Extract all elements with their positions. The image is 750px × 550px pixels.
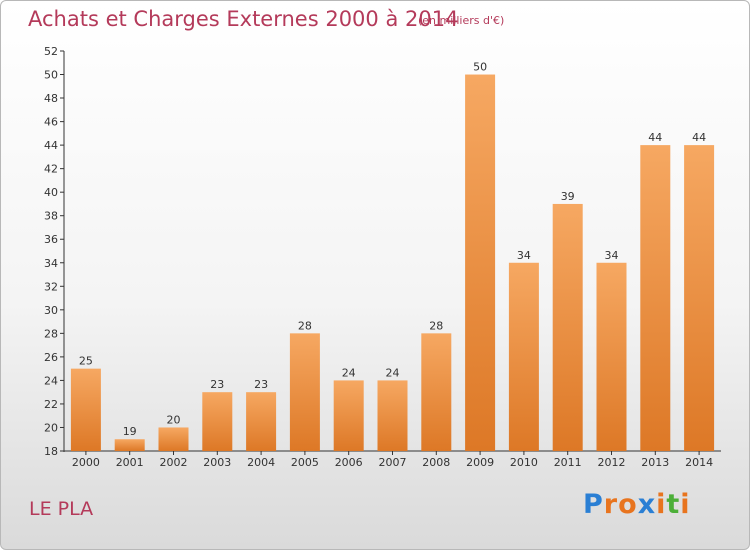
value-label: 44 <box>648 131 662 144</box>
bar-2012 <box>596 262 627 451</box>
y-tick-label: 34 <box>44 257 58 270</box>
x-tick-label: 2008 <box>422 456 450 469</box>
x-tick-label: 2001 <box>116 456 144 469</box>
x-tick-label: 2005 <box>291 456 319 469</box>
logo-letter: r <box>603 489 619 520</box>
value-label: 19 <box>123 425 137 438</box>
value-label: 24 <box>386 366 400 379</box>
chart-axes: 18 20 22 24 26 28 30 32 34 36 38 40 42 44 46 48 50 52 <box>44 45 721 458</box>
logo-letter: P <box>583 489 604 520</box>
bar-2000 <box>70 368 101 451</box>
y-tick-label: 40 <box>44 186 58 199</box>
x-tick-label: 2006 <box>335 456 363 469</box>
value-label: 44 <box>692 131 706 144</box>
value-label: 23 <box>254 378 268 391</box>
x-tick-label: 2013 <box>641 456 669 469</box>
value-label: 50 <box>473 61 487 74</box>
y-tick-label: 22 <box>44 398 58 411</box>
bar-2009 <box>465 74 496 451</box>
bar-2005 <box>289 333 320 451</box>
value-label: 34 <box>517 249 531 262</box>
value-label: 20 <box>167 413 181 426</box>
bar-2003 <box>202 392 233 451</box>
bar-2014 <box>684 145 715 451</box>
y-tick-label: 38 <box>44 210 58 223</box>
x-tick-label: 2002 <box>160 456 188 469</box>
y-tick-label: 32 <box>44 280 58 293</box>
bar-2013 <box>640 145 671 451</box>
proxiti-logo: Proxiti <box>583 489 691 520</box>
bar-2007 <box>377 380 408 451</box>
y-tick-label: 50 <box>44 69 58 82</box>
bar-2008 <box>421 333 452 451</box>
bar-2006 <box>333 380 364 451</box>
y-tick-label: 46 <box>44 116 58 129</box>
value-label: 39 <box>561 190 575 203</box>
logo-letter: x <box>637 489 657 520</box>
x-tick-label: 2009 <box>466 456 494 469</box>
value-label: 34 <box>605 249 619 262</box>
logo-letter: t <box>666 489 681 520</box>
value-label: 25 <box>79 355 93 368</box>
chart-labels: 25 2000 19 2001 20 2002 23 2003 23 2004 28 2005 24 20… <box>72 61 713 469</box>
commune-name: LE PLA <box>29 498 94 520</box>
value-label: 28 <box>298 319 312 332</box>
x-tick-label: 2004 <box>247 456 275 469</box>
y-tick-label: 20 <box>44 421 58 434</box>
x-tick-label: 2007 <box>379 456 407 469</box>
value-label: 28 <box>429 319 443 332</box>
value-label: 24 <box>342 366 356 379</box>
bar-2002 <box>158 427 189 451</box>
y-tick-label: 28 <box>44 327 58 340</box>
chart-title: Achats et Charges Externes 2000 à 2014 <box>28 7 459 31</box>
bar-2001 <box>114 439 145 451</box>
y-tick-label: 48 <box>44 92 58 105</box>
y-tick-label: 52 <box>44 45 58 58</box>
x-tick-label: 2000 <box>72 456 100 469</box>
bar-2011 <box>552 203 583 451</box>
x-tick-label: 2014 <box>685 456 713 469</box>
chart-bars <box>70 74 715 451</box>
bar-2010 <box>508 262 539 451</box>
chart-subtitle: (en milliers d'€) <box>418 14 505 27</box>
x-tick-label: 2011 <box>554 456 582 469</box>
logo-letter: i <box>656 489 667 520</box>
y-tick-label: 30 <box>44 304 58 317</box>
y-tick-label: 42 <box>44 163 58 176</box>
y-tick-label: 24 <box>44 374 58 387</box>
y-tick-label: 18 <box>44 445 58 458</box>
bar-2004 <box>246 392 277 451</box>
logo-letter: o <box>618 489 638 520</box>
x-tick-label: 2010 <box>510 456 538 469</box>
x-tick-label: 2012 <box>598 456 626 469</box>
y-tick-label: 36 <box>44 233 58 246</box>
value-label: 23 <box>210 378 224 391</box>
logo-letter: i <box>680 489 691 520</box>
y-tick-label: 44 <box>44 139 58 152</box>
x-tick-label: 2003 <box>203 456 231 469</box>
y-tick-label: 26 <box>44 351 58 364</box>
